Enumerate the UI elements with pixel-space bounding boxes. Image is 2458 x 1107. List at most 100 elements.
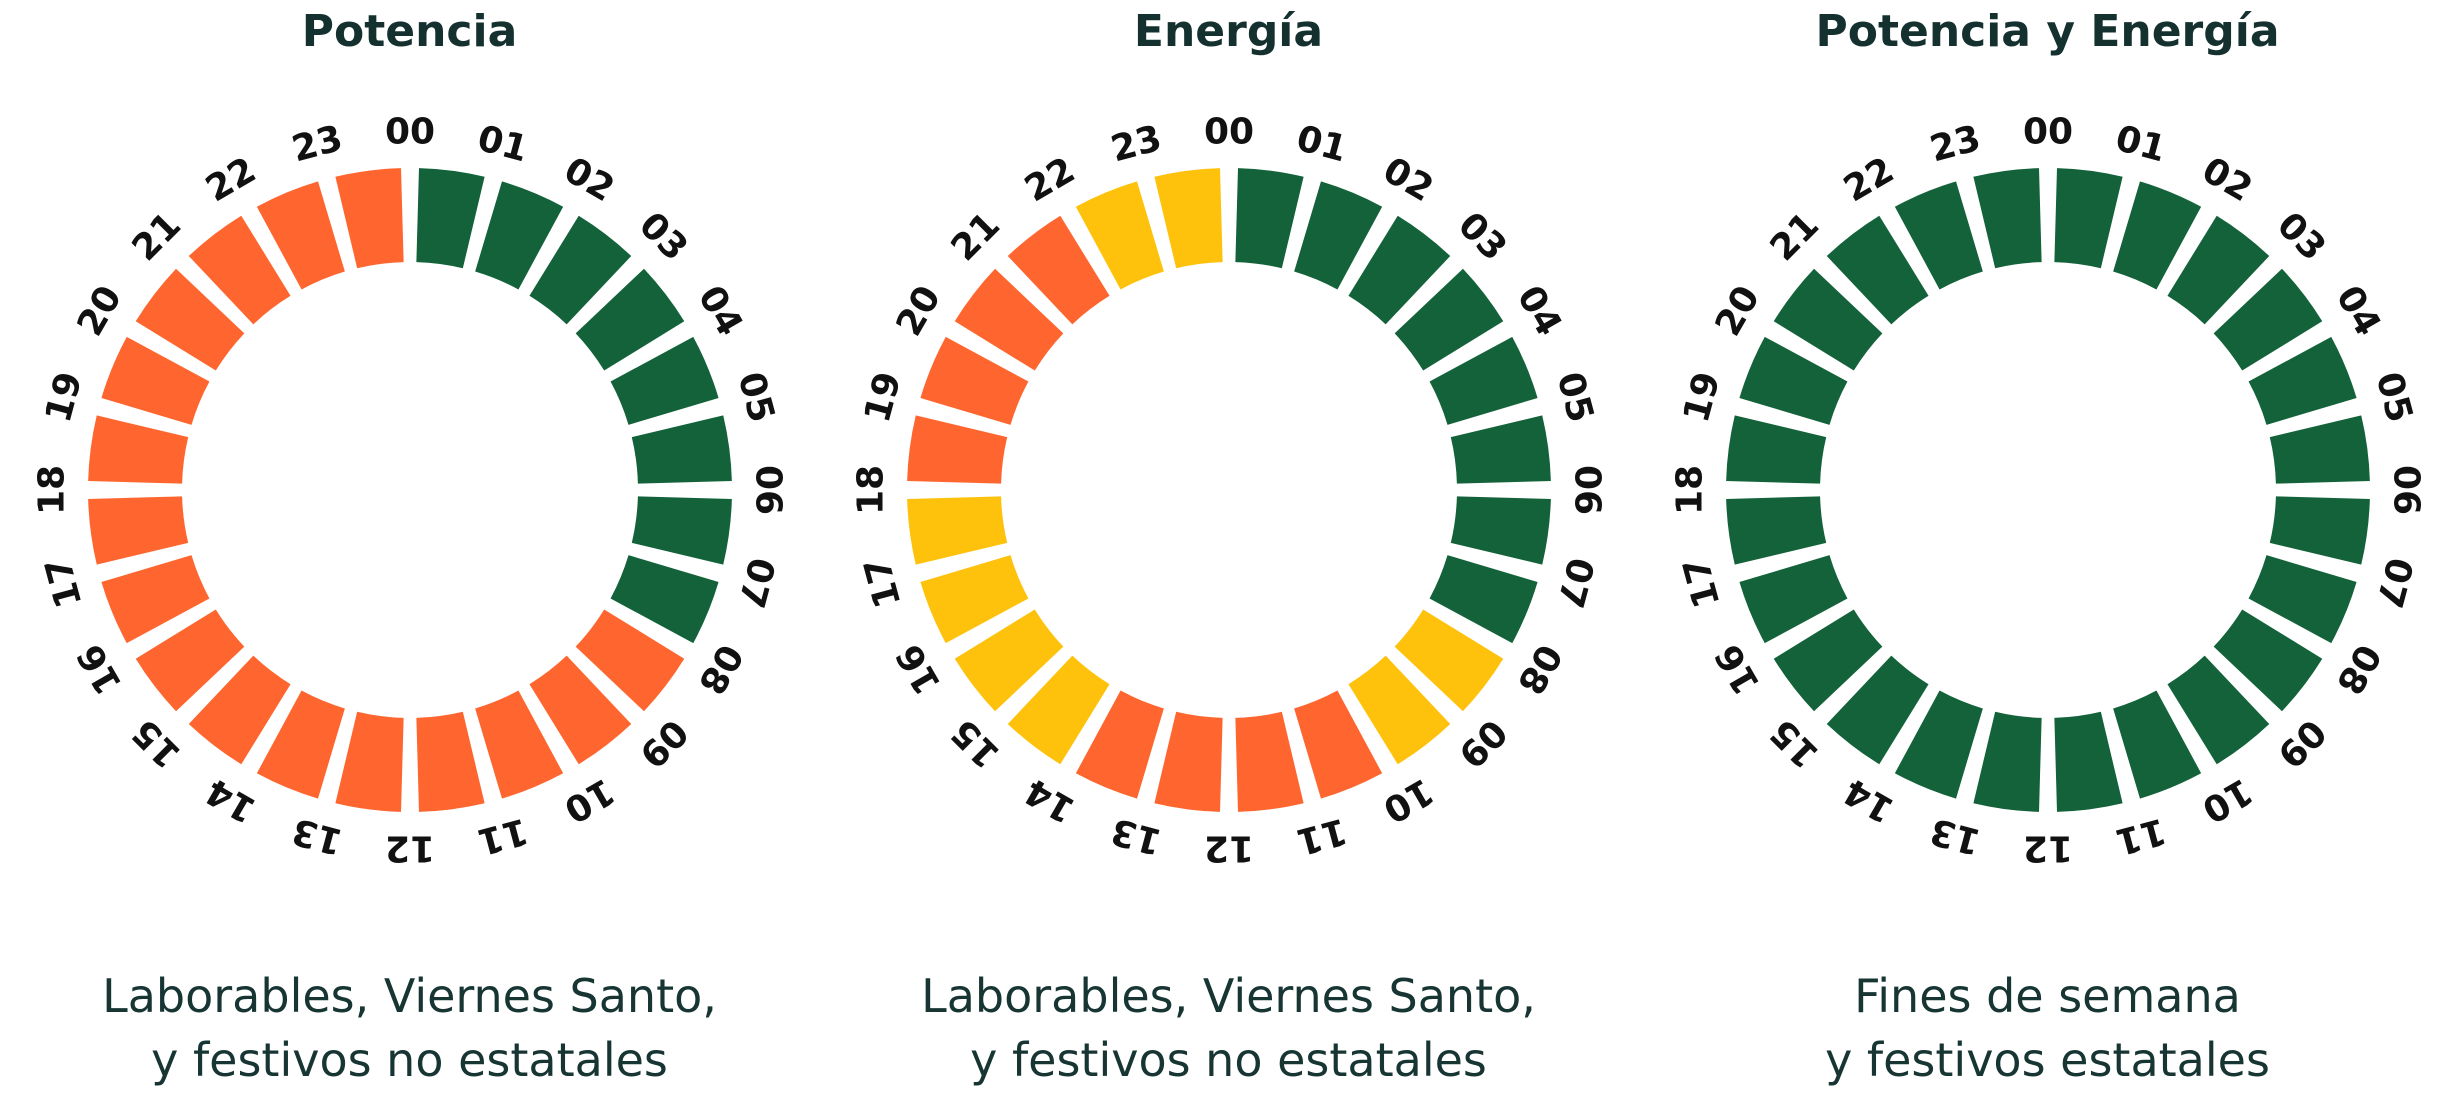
hour-segment-05 [2269, 415, 2370, 484]
caption-line-2: y festivos estatales [1825, 1033, 2270, 1087]
hour-label-04: 04 [2327, 279, 2388, 343]
panel-caption: Fines de semana y festivos estatales [1638, 964, 2457, 1092]
caption-line-2: y festivos no estatales [970, 1033, 1487, 1087]
panel-potencia-y-energia: Potencia y Energía 00 01 02 03 04 05 06 07 08 09 1… [1638, 0, 2457, 1107]
hour-segment-23 [1153, 168, 1223, 269]
hour-segment-14 [1007, 655, 1110, 765]
hour-label-10: 10 [2195, 770, 2259, 831]
hour-label-02: 02 [1376, 150, 1440, 211]
hour-label-02: 02 [2195, 150, 2259, 211]
hour-segment-04 [2248, 336, 2357, 425]
hour-label-21: 21 [1762, 205, 1826, 269]
hour-label-14: 14 [1837, 770, 1901, 831]
hour-label-18: 18 [1669, 465, 1710, 515]
hour-segment-17 [906, 496, 1007, 565]
hour-label-05: 05 [2367, 368, 2420, 427]
hour-segment-00 [1234, 168, 1304, 269]
hour-segment-10 [2112, 690, 2201, 799]
hour-segment-06 [1450, 496, 1551, 565]
hour-label-15: 15 [943, 711, 1007, 775]
hour-segment-10 [474, 690, 563, 799]
hour-label-04: 04 [689, 279, 750, 343]
hour-segment-11 [415, 711, 485, 812]
hour-label-03: 03 [630, 205, 694, 269]
hour-label-01: 01 [2111, 118, 2170, 171]
panel-caption: Laborables, Viernes Santo, y festivos no… [819, 964, 1638, 1092]
hour-segment-16 [100, 555, 209, 644]
hour-segment-11 [1234, 711, 1304, 812]
panel-title: Potencia y Energía [1815, 6, 2280, 57]
hour-segment-15 [1773, 609, 1882, 712]
hour-label-20: 20 [1707, 279, 1768, 343]
hour-label-19: 19 [1675, 368, 1728, 427]
hour-label-00: 00 [384, 112, 434, 153]
hour-label-06: 06 [1566, 465, 1607, 515]
hour-segment-19 [100, 336, 209, 425]
hour-label-19: 19 [37, 368, 90, 427]
hour-segment-18 [1725, 415, 1826, 484]
hour-segment-19 [1738, 336, 1847, 425]
caption-line-1: Fines de semana [1854, 969, 2241, 1023]
hour-segment-08 [2213, 609, 2322, 712]
hour-label-11: 11 [1292, 810, 1351, 863]
hour-label-09: 09 [1449, 711, 1513, 775]
hour-label-07: 07 [729, 553, 782, 612]
panel-potencia: Potencia 00 01 02 03 04 05 06 07 08 09 10 11 12 13 14 1… [0, 0, 819, 1107]
hour-segment-01 [2112, 181, 2201, 290]
hour-segment-09 [2166, 655, 2269, 765]
hour-label-14: 14 [1018, 770, 1082, 831]
hour-segment-13 [256, 690, 345, 799]
hour-label-20: 20 [69, 279, 130, 343]
hour-label-03: 03 [1449, 205, 1513, 269]
hour-label-07: 07 [1548, 553, 1601, 612]
hour-segment-22 [1075, 181, 1164, 290]
hour-label-10: 10 [1376, 770, 1440, 831]
hour-segment-08 [575, 609, 684, 712]
hour-label-23: 23 [1925, 118, 1984, 171]
hour-label-19: 19 [856, 368, 909, 427]
hour-segment-14 [1826, 655, 1929, 765]
hour-label-02: 02 [557, 150, 621, 211]
hour-label-15: 15 [1762, 711, 1826, 775]
hour-label-23: 23 [287, 118, 346, 171]
hour-label-10: 10 [557, 770, 621, 831]
hour-segment-02 [528, 215, 631, 325]
hour-segment-21 [1007, 215, 1110, 325]
hour-segment-22 [1894, 181, 1983, 290]
hour-segment-12 [1153, 711, 1223, 812]
hour-label-23: 23 [1106, 118, 1165, 171]
hour-segment-08 [1394, 609, 1503, 712]
hour-segment-18 [87, 415, 188, 484]
caption-line-1: Laborables, Viernes Santo, [921, 969, 1536, 1023]
hour-label-21: 21 [124, 205, 188, 269]
hour-segment-00 [2053, 168, 2123, 269]
hour-segment-09 [528, 655, 631, 765]
hour-label-04: 04 [1508, 279, 1569, 343]
hour-label-00: 00 [1203, 112, 1253, 153]
hour-label-12: 12 [2022, 828, 2072, 869]
hour-label-11: 11 [2111, 810, 2170, 863]
caption-line-2: y festivos no estatales [151, 1033, 668, 1087]
hour-label-12: 12 [1203, 828, 1253, 869]
hour-segment-17 [87, 496, 188, 565]
hour-segment-04 [610, 336, 719, 425]
hour-label-18: 18 [31, 465, 72, 515]
hour-label-08: 08 [2327, 637, 2388, 701]
hour-label-17: 17 [37, 553, 90, 612]
hour-segment-03 [2213, 268, 2322, 371]
hour-label-17: 17 [1675, 553, 1728, 612]
hour-segment-13 [1894, 690, 1983, 799]
hour-label-13: 13 [1925, 810, 1984, 863]
hour-segment-00 [415, 168, 485, 269]
hour-label-15: 15 [124, 711, 188, 775]
hour-segment-12 [334, 711, 404, 812]
hour-label-22: 22 [199, 150, 263, 211]
hour-segment-23 [334, 168, 404, 269]
hour-segment-23 [1972, 168, 2042, 269]
hour-segment-04 [1429, 336, 1538, 425]
hour-segment-13 [1075, 690, 1164, 799]
hour-segment-02 [1347, 215, 1450, 325]
